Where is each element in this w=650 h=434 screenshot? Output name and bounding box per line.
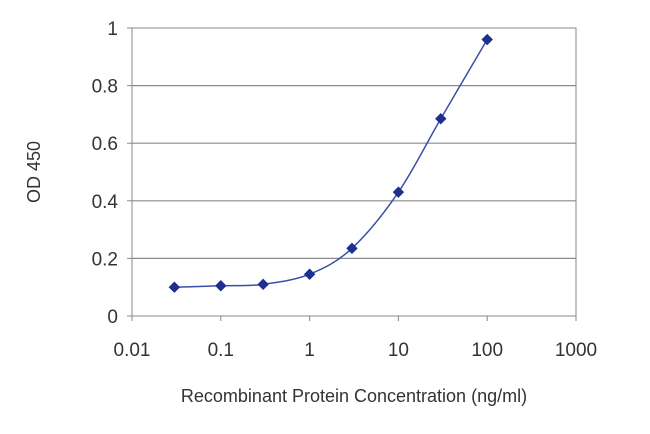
grid-lines: [132, 84, 576, 259]
y-tick-label: 0.8: [92, 77, 118, 98]
data-point-marker: [392, 186, 405, 198]
data-point-marker: [481, 33, 493, 46]
data-points: [168, 33, 493, 293]
data-point-marker: [257, 278, 269, 291]
x-tick-label: 100: [471, 340, 503, 361]
plot-area: [131, 27, 577, 317]
y-tick-label: 0.4: [92, 192, 119, 213]
x-axis-ticks: 0.01 0.1 1 10 100 1000: [114, 316, 597, 361]
x-tick-label: 10: [388, 340, 409, 361]
data-point-marker: [168, 281, 181, 293]
x-tick-label: 0.01: [114, 340, 151, 361]
y-tick-label: 0.6: [92, 134, 118, 155]
data-point-marker: [346, 242, 358, 255]
x-tick-label: 1: [304, 340, 315, 361]
x-axis-label: Recombinant Protein Concentration (ng/ml…: [181, 386, 527, 406]
y-tick-label: 1: [107, 19, 118, 40]
x-tick-label: 1000: [555, 340, 597, 361]
y-axis-label: OD 450: [24, 141, 44, 203]
y-axis-ticks: 0 0.2 0.4 0.6 0.8 1: [92, 19, 132, 328]
x-tick-label: 0.1: [208, 340, 234, 361]
data-point-marker: [435, 113, 447, 125]
data-point-marker: [215, 280, 227, 292]
data-point-marker: [303, 268, 316, 280]
y-tick-label: 0.2: [92, 249, 118, 270]
y-tick-label: 0: [107, 307, 118, 328]
